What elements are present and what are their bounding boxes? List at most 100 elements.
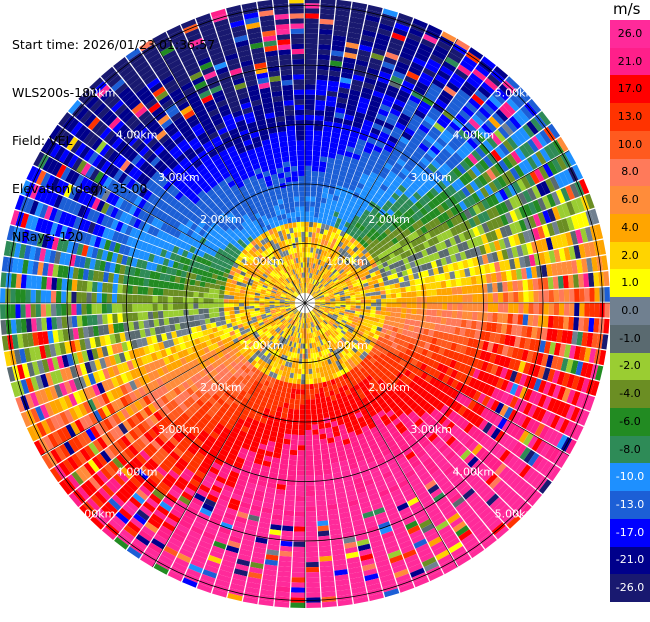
- ray-gate: [568, 316, 574, 330]
- ray-gate: [119, 396, 129, 408]
- ray-gate: [444, 198, 454, 209]
- ray-gate: [241, 319, 247, 324]
- ray-gate: [96, 382, 106, 394]
- ray-gate: [314, 393, 321, 399]
- ray-gate: [171, 409, 181, 419]
- ray-gate: [170, 331, 178, 339]
- ray-gate: [314, 237, 319, 244]
- ray-gate: [257, 358, 264, 365]
- ray-gate: [323, 281, 328, 286]
- ray-gate: [526, 187, 537, 201]
- ray-gate: [45, 372, 54, 387]
- ray-gate: [293, 309, 298, 314]
- ray-gate: [172, 337, 180, 346]
- ray-gate: [126, 479, 139, 492]
- ray-gate: [346, 104, 357, 112]
- ray-gate: [365, 296, 371, 300]
- ray-gate: [273, 416, 281, 423]
- ray-gate: [419, 363, 428, 372]
- ray-gate: [364, 312, 371, 317]
- ray-gate: [314, 314, 318, 320]
- ray-gate: [305, 175, 312, 182]
- ray-gate: [312, 373, 317, 379]
- ray-gate: [367, 320, 374, 325]
- ray-gate: [398, 205, 407, 215]
- ray-gate: [412, 482, 424, 492]
- ray-gate: [58, 382, 68, 396]
- ray-gate: [469, 267, 476, 277]
- ray-gate: [338, 325, 344, 330]
- ray-gate: [345, 298, 351, 301]
- ray-gate: [487, 283, 493, 293]
- ray-gate: [390, 204, 399, 213]
- ray-gate: [401, 131, 413, 141]
- ray-gate: [472, 479, 485, 492]
- ray-gate: [342, 62, 355, 70]
- ray-gate: [224, 549, 238, 559]
- ray-gate: [156, 466, 168, 477]
- ray-gate: [314, 336, 318, 343]
- ray-gate: [561, 218, 570, 233]
- ray-gate: [588, 241, 596, 257]
- ray-gate: [67, 438, 79, 453]
- ray-gate: [373, 255, 380, 262]
- ray-gate: [324, 177, 331, 184]
- ray-gate: [329, 528, 342, 536]
- ray-gate: [601, 255, 609, 271]
- ray-gate: [338, 87, 350, 94]
- ray-gate: [385, 294, 392, 299]
- ray-gate: [302, 348, 305, 354]
- ray-gate: [395, 254, 403, 262]
- ray-gate: [555, 356, 564, 371]
- ray-gate: [486, 208, 495, 220]
- ray-gate: [171, 532, 185, 544]
- ray-gate: [357, 543, 371, 552]
- ray-gate: [53, 398, 64, 413]
- ray-gate: [316, 372, 321, 379]
- ray-gate: [212, 342, 219, 350]
- ray-gate: [366, 67, 380, 76]
- ray-gate: [314, 306, 320, 309]
- ray-gate: [350, 258, 357, 265]
- ray-gate: [376, 326, 383, 332]
- ray-gate: [207, 344, 215, 352]
- ray-gate: [355, 249, 362, 256]
- ray-gate: [475, 235, 484, 246]
- ray-gate: [305, 201, 310, 207]
- ray-gate: [412, 505, 425, 516]
- ray-gate: [255, 453, 265, 461]
- ray-gate: [269, 360, 275, 367]
- ray-gate: [342, 257, 348, 264]
- ray-gate: [291, 572, 305, 578]
- ray-gate: [478, 106, 492, 119]
- ray-gate: [518, 291, 524, 303]
- ray-gate: [335, 487, 346, 494]
- ray-gate: [392, 273, 399, 279]
- ray-gate: [333, 330, 339, 336]
- ray-gate: [367, 530, 381, 539]
- ray-gate: [340, 219, 347, 226]
- ray-gate: [368, 258, 376, 265]
- ray-gate: [194, 549, 209, 560]
- ray-gate: [320, 286, 325, 291]
- ray-gate: [424, 374, 433, 383]
- ray-gate: [478, 419, 489, 431]
- ray-gate: [370, 309, 376, 314]
- ray-gate: [388, 263, 395, 270]
- ray-gate: [278, 358, 284, 365]
- ray-gate: [398, 479, 410, 489]
- ray-gate: [431, 197, 441, 207]
- ray-gate: [49, 385, 59, 400]
- ray-gate: [500, 391, 510, 404]
- ray-gate: [354, 336, 361, 342]
- ray-gate: [312, 274, 316, 280]
- ray-gate: [206, 521, 220, 531]
- ray-gate: [311, 278, 314, 284]
- ray-gate: [379, 352, 386, 360]
- ray-gate: [388, 224, 396, 233]
- ray-gate: [352, 121, 363, 129]
- ray-gate: [360, 308, 366, 313]
- ray-gate: [345, 321, 352, 326]
- ray-gate: [457, 303, 463, 311]
